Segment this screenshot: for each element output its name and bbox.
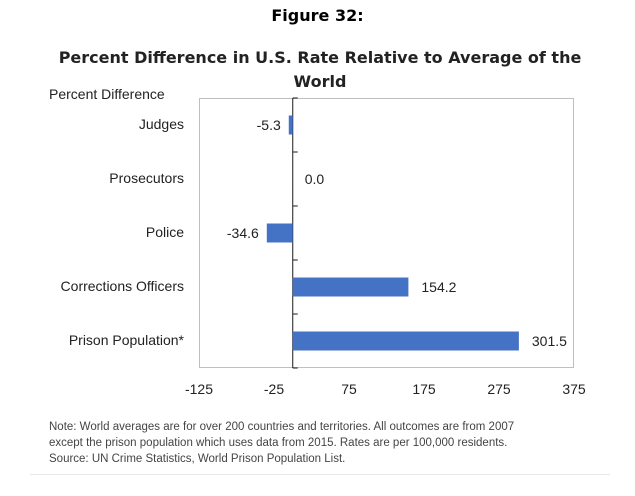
figure-label: Figure 32: [271,6,364,25]
value-label: 0.0 [305,171,325,187]
x-tick-label: 175 [412,381,436,397]
bar-judges [288,115,293,135]
x-tick-label: -125 [184,381,214,397]
x-tick-label: -25 [263,381,285,397]
bar-corrections-officers [292,277,409,297]
bar-police [266,223,293,243]
note-line-3: Source: UN Crime Statistics, World Priso… [49,453,346,465]
category-label: Police [145,224,184,240]
value-label: 301.5 [532,333,567,349]
x-tick-label: 75 [341,381,357,397]
bottom-divider [30,474,610,475]
note-line-2: except the prison population which uses … [49,437,508,449]
plot-area-frame [199,98,574,368]
note-line-1: Note: World averages are for over 200 co… [49,421,515,433]
category-label: Prison Population* [68,332,184,348]
bar-prison-population [292,331,519,351]
x-tick-label: 275 [487,381,511,397]
y-axis-label: Percent Difference [49,86,165,102]
value-label: -34.6 [227,225,259,241]
chart-note: Note: World averages are for over 200 co… [49,419,609,467]
value-label: 154.2 [421,279,456,295]
value-label: -5.3 [257,117,281,133]
category-label: Corrections Officers [60,278,184,294]
category-label: Judges [138,116,184,132]
category-label: Prosecutors [109,170,184,186]
chart-title: Percent Difference in U.S. Rate Relative… [58,48,582,91]
x-tick-label: 375 [562,381,586,397]
